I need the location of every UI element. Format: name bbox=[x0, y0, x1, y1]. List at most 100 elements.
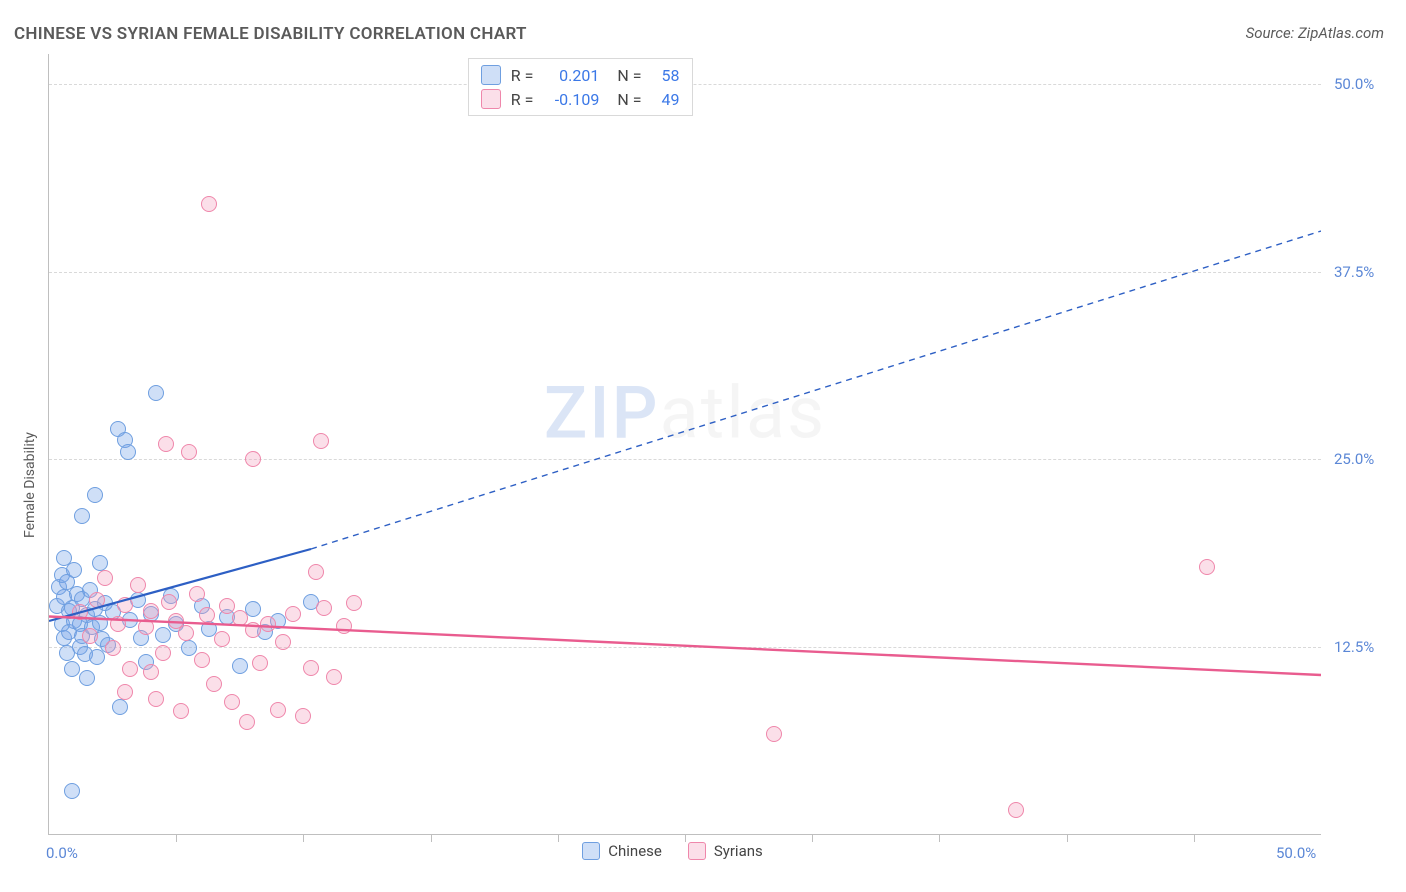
series-legend-item-syrians: Syrians bbox=[688, 842, 763, 860]
x-tick bbox=[558, 834, 559, 842]
data-point-syrians bbox=[346, 595, 362, 611]
data-point-syrians bbox=[285, 606, 301, 622]
watermark: ZIPatlas bbox=[544, 370, 826, 455]
data-point-syrians bbox=[122, 661, 138, 677]
gridline bbox=[49, 459, 1321, 460]
y-tick-label: 25.0% bbox=[1334, 450, 1374, 468]
legend-row-syrians: R = -0.109 N = 49 bbox=[481, 89, 680, 109]
source-prefix: Source: bbox=[1246, 24, 1298, 42]
data-point-chinese bbox=[148, 385, 164, 401]
legend-R-value-chinese: 0.201 bbox=[543, 66, 599, 85]
data-point-syrians bbox=[224, 694, 240, 710]
legend-N-value-syrians: 49 bbox=[652, 90, 680, 109]
legend-N-value-chinese: 58 bbox=[652, 66, 680, 85]
series-label-syrians: Syrians bbox=[714, 842, 763, 860]
x-tick bbox=[1194, 834, 1195, 842]
data-point-syrians bbox=[110, 616, 126, 632]
data-point-chinese bbox=[92, 555, 108, 571]
legend-N-label: N = bbox=[617, 90, 641, 109]
data-point-syrians bbox=[105, 640, 121, 656]
swatch-chinese bbox=[582, 842, 600, 860]
data-point-chinese bbox=[64, 783, 80, 799]
data-point-syrians bbox=[143, 664, 159, 680]
data-point-syrians bbox=[308, 564, 324, 580]
data-point-syrians bbox=[117, 684, 133, 700]
data-point-chinese bbox=[120, 444, 136, 460]
data-point-syrians bbox=[245, 451, 261, 467]
data-point-syrians bbox=[766, 726, 782, 742]
data-point-chinese bbox=[64, 661, 80, 677]
data-point-syrians bbox=[72, 604, 88, 620]
gridline bbox=[49, 647, 1321, 648]
trendline-ext-chinese bbox=[311, 231, 1321, 549]
watermark-zip: ZIP bbox=[544, 370, 660, 455]
data-point-syrians bbox=[239, 714, 255, 730]
data-point-chinese bbox=[79, 670, 95, 686]
data-point-syrians bbox=[161, 594, 177, 610]
data-point-syrians bbox=[189, 586, 205, 602]
scatter-plot-area: ZIPatlas bbox=[48, 54, 1321, 835]
watermark-atlas: atlas bbox=[660, 370, 827, 455]
x-tick bbox=[176, 834, 177, 842]
series-legend-item-chinese: Chinese bbox=[582, 842, 662, 860]
data-point-syrians bbox=[252, 655, 268, 671]
data-point-syrians bbox=[201, 196, 217, 212]
x-tick bbox=[939, 834, 940, 842]
data-point-syrians bbox=[97, 570, 113, 586]
data-point-syrians bbox=[1008, 802, 1024, 818]
series-legend: Chinese Syrians bbox=[582, 842, 763, 860]
data-point-syrians bbox=[219, 598, 235, 614]
data-point-syrians bbox=[260, 616, 276, 632]
legend-R-label: R = bbox=[511, 90, 534, 109]
data-point-syrians bbox=[143, 603, 159, 619]
axis-origin-label: 0.0% bbox=[46, 844, 78, 862]
data-point-syrians bbox=[232, 610, 248, 626]
data-point-chinese bbox=[56, 550, 72, 566]
data-point-syrians bbox=[245, 622, 261, 638]
correlation-legend: R = 0.201 N = 58 R = -0.109 N = 49 bbox=[468, 58, 693, 116]
data-point-syrians bbox=[214, 631, 230, 647]
data-point-syrians bbox=[178, 625, 194, 641]
swatch-syrians bbox=[688, 842, 706, 860]
data-point-syrians bbox=[275, 634, 291, 650]
legend-R-value-syrians: -0.109 bbox=[543, 90, 599, 109]
data-point-syrians bbox=[316, 600, 332, 616]
data-point-syrians bbox=[173, 703, 189, 719]
data-point-syrians bbox=[1199, 559, 1215, 575]
chart-title: CHINESE VS SYRIAN FEMALE DISABILITY CORR… bbox=[14, 24, 527, 44]
data-point-chinese bbox=[74, 508, 90, 524]
data-point-syrians bbox=[313, 433, 329, 449]
data-point-syrians bbox=[158, 436, 174, 452]
x-tick bbox=[431, 834, 432, 842]
data-point-chinese bbox=[87, 487, 103, 503]
x-tick bbox=[685, 834, 686, 842]
x-tick bbox=[1067, 834, 1068, 842]
legend-N-label: N = bbox=[617, 66, 641, 85]
data-point-syrians bbox=[155, 645, 171, 661]
source-attribution: Source: ZipAtlas.com bbox=[1246, 24, 1384, 42]
y-tick-label: 37.5% bbox=[1334, 263, 1374, 281]
source-name: ZipAtlas.com bbox=[1298, 24, 1384, 42]
data-point-syrians bbox=[89, 592, 105, 608]
data-point-syrians bbox=[130, 577, 146, 593]
data-point-syrians bbox=[138, 619, 154, 635]
x-tick bbox=[303, 834, 304, 842]
gridline bbox=[49, 272, 1321, 273]
y-axis-label: Female Disability bbox=[22, 432, 38, 538]
swatch-syrians bbox=[481, 89, 501, 109]
data-point-syrians bbox=[82, 628, 98, 644]
data-point-chinese bbox=[112, 699, 128, 715]
data-point-chinese bbox=[232, 658, 248, 674]
legend-row-chinese: R = 0.201 N = 58 bbox=[481, 65, 680, 85]
data-point-syrians bbox=[194, 652, 210, 668]
data-point-syrians bbox=[117, 597, 133, 613]
data-point-syrians bbox=[326, 669, 342, 685]
data-point-syrians bbox=[336, 618, 352, 634]
y-tick-label: 50.0% bbox=[1334, 75, 1374, 93]
data-point-chinese bbox=[181, 640, 197, 656]
x-axis-end-label: 50.0% bbox=[1276, 844, 1316, 862]
data-point-syrians bbox=[148, 691, 164, 707]
data-point-syrians bbox=[295, 708, 311, 724]
data-point-syrians bbox=[181, 444, 197, 460]
legend-R-label: R = bbox=[511, 66, 534, 85]
